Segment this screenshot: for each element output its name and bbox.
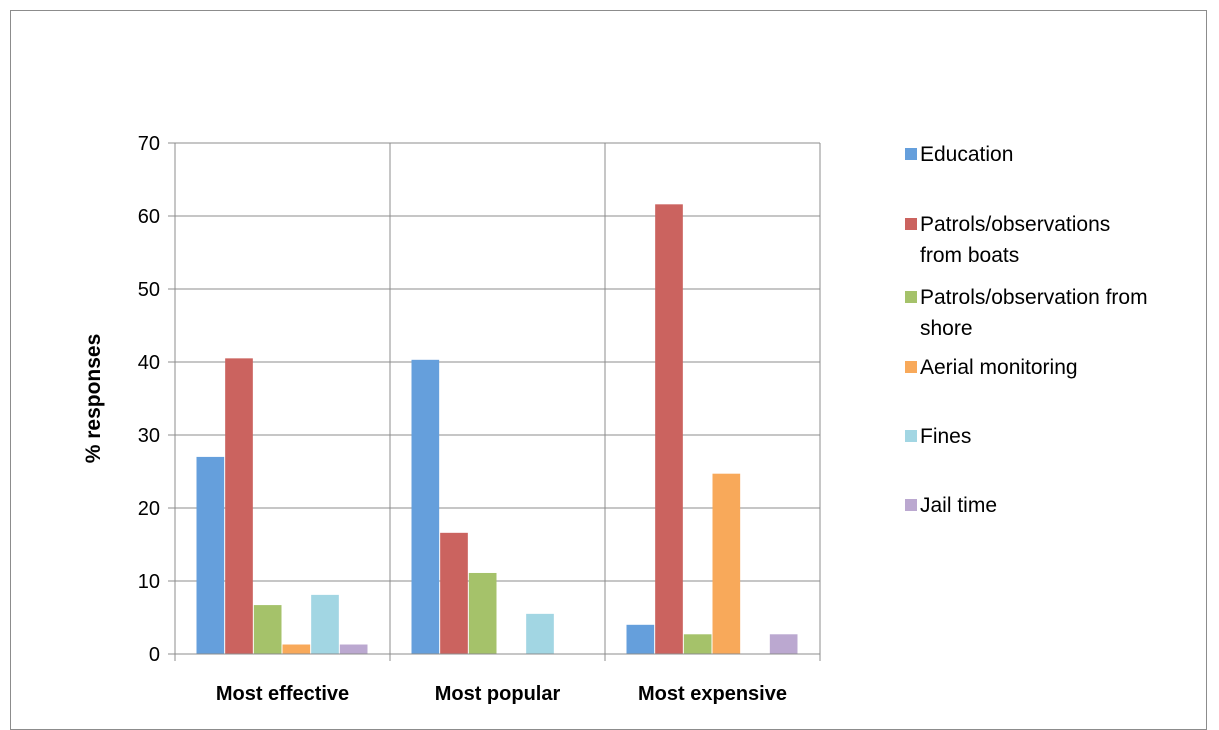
legend-swatch — [905, 218, 917, 230]
bar-patrols-observation-from-shore-most-popular — [468, 572, 497, 654]
y-tick-label: 20 — [138, 498, 160, 520]
legend-label: Aerial monitoring — [920, 356, 1078, 379]
bar-education-most-expensive — [626, 624, 655, 654]
legend-label: Patrols/observations from boats — [920, 213, 1110, 267]
bar-education-most-popular — [411, 359, 440, 654]
bar-fines-most-effective — [311, 594, 339, 654]
bar-patrols-observations-from-boats-most-popular — [440, 532, 468, 654]
legend-swatch — [905, 148, 917, 160]
bar-fines-most-popular — [526, 613, 554, 654]
x-tick-label: Most effective — [216, 683, 349, 705]
x-tick-label: Most expensive — [638, 683, 787, 705]
bar-patrols-observations-from-boats-most-expensive — [655, 204, 683, 654]
bar-aerial-monitoring-most-effective — [282, 644, 311, 654]
legend-label: Jail time — [920, 494, 997, 517]
y-axis-label: % responses — [82, 334, 105, 464]
y-tick-label: 30 — [138, 425, 160, 447]
bar-patrols-observations-from-boats-most-effective — [225, 358, 253, 654]
legend-swatch — [905, 430, 917, 442]
y-tick-label: 50 — [138, 279, 160, 301]
bars — [196, 204, 798, 654]
bar-jail-time-most-expensive — [769, 634, 798, 654]
bar-jail-time-most-effective — [339, 644, 368, 654]
legend-swatch — [905, 291, 917, 303]
bar-aerial-monitoring-most-expensive — [712, 473, 741, 654]
y-tick-label: 70 — [138, 133, 160, 155]
x-tick-label: Most popular — [435, 683, 561, 705]
bar-patrols-observation-from-shore-most-effective — [253, 605, 282, 654]
y-tick-label: 40 — [138, 352, 160, 374]
legend-label: Patrols/observation from shore — [920, 286, 1148, 340]
legend-swatch — [905, 499, 917, 511]
y-tick-label: 60 — [138, 206, 160, 228]
y-tick-label: 10 — [138, 571, 160, 593]
legend-label: Fines — [920, 425, 971, 448]
legend-label: Education — [920, 143, 1013, 166]
legend: Education Patrols/observations from boats P… — [905, 143, 1148, 517]
bar-patrols-observation-from-shore-most-expensive — [683, 634, 712, 654]
bar-education-most-effective — [196, 456, 225, 654]
legend-swatch — [905, 361, 917, 373]
y-tick-label: 0 — [149, 644, 160, 666]
axes: 0 10 20 30 40 50 60 70 Most effective Most popula… — [138, 133, 821, 705]
